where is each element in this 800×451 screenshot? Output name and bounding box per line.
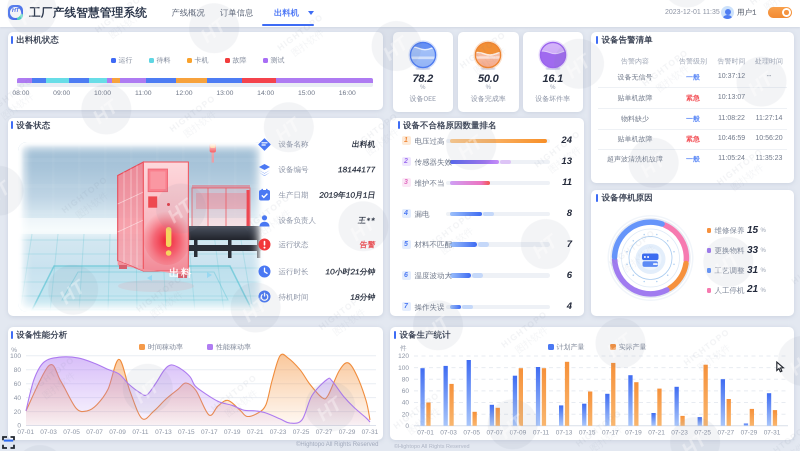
svg-text:07-03: 07-03	[440, 430, 457, 437]
svg-text:20: 20	[402, 411, 410, 418]
svg-text:07-31: 07-31	[764, 430, 781, 437]
svg-text:07-09: 07-09	[510, 430, 527, 437]
svg-text:07-07: 07-07	[486, 430, 503, 437]
svg-text:120: 120	[398, 353, 409, 360]
svg-text:07-11: 07-11	[533, 430, 550, 437]
svg-text:07-01: 07-01	[417, 430, 434, 437]
svg-text:07-21: 07-21	[648, 430, 665, 437]
svg-text:07-17: 07-17	[602, 430, 619, 437]
svg-text:07-25: 07-25	[694, 430, 711, 437]
svg-text:80: 80	[402, 376, 410, 383]
svg-text:100: 100	[398, 365, 409, 372]
svg-text:07-27: 07-27	[717, 430, 734, 437]
svg-text:60: 60	[402, 388, 410, 395]
svg-text:40: 40	[402, 400, 410, 407]
svg-text:07-23: 07-23	[671, 430, 688, 437]
svg-text:07-15: 07-15	[579, 430, 596, 437]
svg-text:07-29: 07-29	[741, 430, 758, 437]
svg-text:0: 0	[405, 423, 409, 430]
svg-text:07-13: 07-13	[556, 430, 573, 437]
svg-text:07-19: 07-19	[625, 430, 642, 437]
svg-text:07-05: 07-05	[463, 430, 480, 437]
